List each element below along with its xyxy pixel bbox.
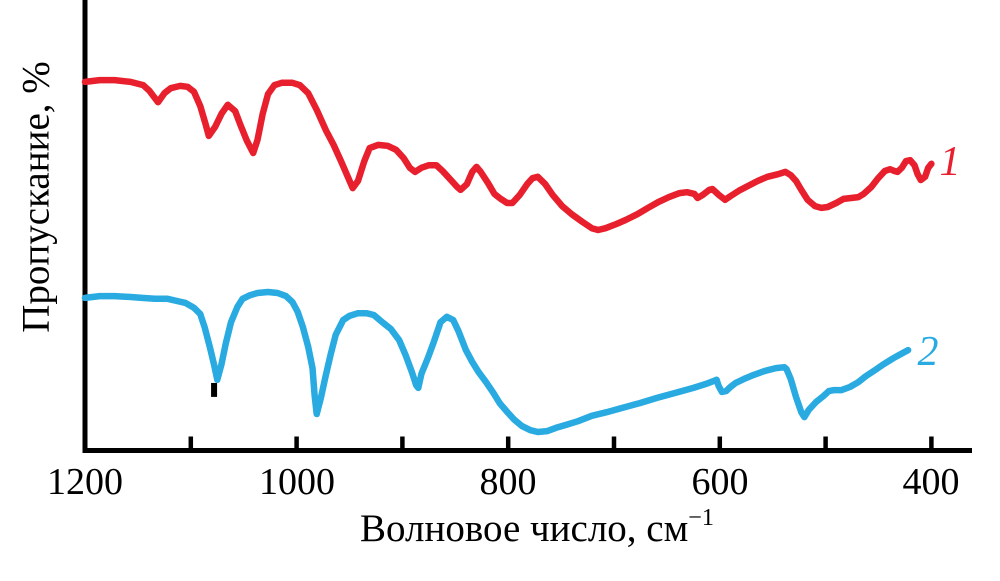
x-tick-label-1200: 1200 (47, 461, 123, 503)
x-axis-title: Волновое число, см−1 (360, 503, 714, 551)
series-label-curve-1: 1 (939, 139, 961, 185)
band-marker-icon (211, 382, 218, 397)
spectra-curves (81, 76, 935, 436)
x-axis-ticks (188, 436, 934, 450)
x-tick-label-400: 400 (902, 461, 960, 503)
spectrum-curve-2 (81, 288, 912, 436)
series-label-curve-2: 2 (917, 329, 939, 375)
x-tick-label-600: 600 (691, 461, 749, 503)
x-axis-title-text: Волновое число, см (360, 507, 689, 550)
x-tick-label-800: 800 (479, 461, 537, 503)
spectrum-curve-1 (81, 76, 935, 234)
y-axis-title: Пропускание, % (14, 61, 58, 333)
x-axis-title-superscript: −1 (688, 503, 714, 531)
band-marker-annotations (211, 382, 218, 397)
x-tick-label-1000: 1000 (259, 461, 335, 503)
